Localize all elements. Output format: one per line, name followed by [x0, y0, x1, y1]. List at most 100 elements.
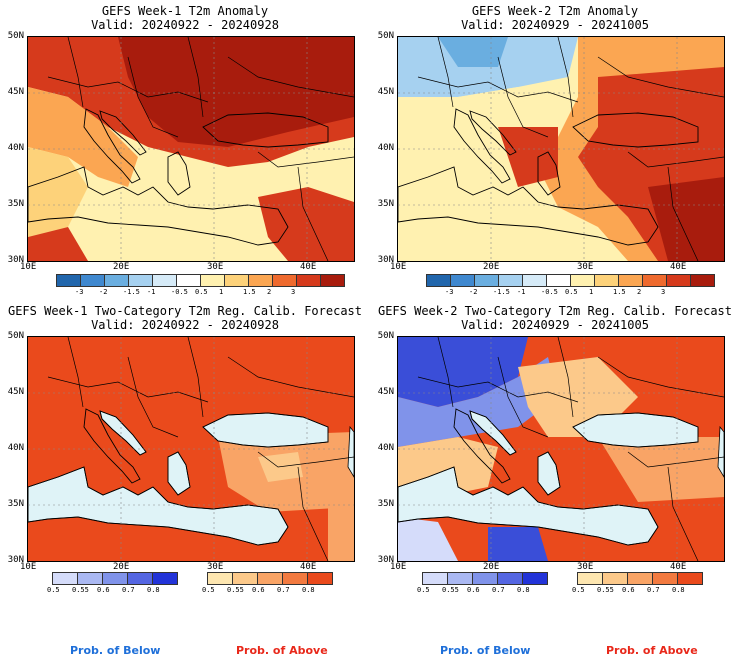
- lon-label: 40E: [670, 262, 687, 272]
- anomaly-region: [28, 147, 88, 237]
- colorbar-tick-label: 2: [267, 288, 272, 296]
- lat-label: 50N: [7, 31, 24, 41]
- colorbar-swatch: [690, 274, 715, 287]
- anomaly-region: [258, 187, 354, 261]
- border-line: [417, 376, 579, 403]
- colorbar-tick-label: 0.5: [47, 586, 60, 594]
- colorbar-swatch: [248, 274, 272, 287]
- probability-region: [398, 517, 458, 561]
- panel-subtitle: Valid: 20240922 - 20240928: [91, 318, 279, 332]
- prob-above-label: Prob. of Above: [236, 644, 328, 657]
- probability-region: [328, 487, 354, 561]
- lon-label: 30E: [577, 262, 594, 272]
- colorbar-swatch: [627, 572, 652, 585]
- lon-label: 40E: [300, 562, 317, 572]
- anomaly-map[interactable]: [397, 36, 725, 262]
- colorbar-swatch: [577, 572, 602, 585]
- coastline: [28, 466, 289, 546]
- probability-map[interactable]: [397, 336, 725, 562]
- colorbar-tick-label: 0.7: [122, 586, 135, 594]
- lat-label: 30N: [7, 555, 24, 565]
- colorbar-tick-label: 0.6: [97, 586, 110, 594]
- border-line: [47, 76, 209, 103]
- border-line: [127, 356, 179, 438]
- colorbar-swatch: [546, 274, 570, 287]
- colorbar-tick-label: 0.7: [277, 586, 290, 594]
- lon-label: 20E: [113, 262, 130, 272]
- colorbar-swatch: [52, 572, 77, 585]
- lat-label: 40N: [377, 443, 394, 453]
- colorbar-tick-label: -1: [147, 288, 156, 296]
- colorbar-swatch: [127, 572, 152, 585]
- border-line: [667, 166, 699, 261]
- panel-subtitle: Valid: 20240929 - 20241005: [461, 318, 649, 332]
- anomaly-colorbar: [56, 274, 345, 287]
- panel-week1-probability: GEFS Week-1 Two-Category T2m Reg. Calib.…: [0, 300, 370, 600]
- map-canvas: [398, 37, 724, 261]
- colorbar-swatch: [450, 274, 474, 287]
- colorbar-tick-label: 1.5: [243, 288, 256, 296]
- colorbar-swatch: [232, 572, 257, 585]
- coastline: [99, 410, 147, 456]
- coastline: [537, 451, 561, 496]
- anomaly-colorbar: [426, 274, 715, 287]
- colorbar-swatch: [200, 274, 224, 287]
- border-line: [597, 356, 724, 398]
- prob-below-label: Prob. of Below: [440, 644, 531, 657]
- below-colorbar: [422, 572, 548, 585]
- coastline: [453, 108, 511, 184]
- border-line: [67, 37, 84, 108]
- colorbar-tick-label: -2: [99, 288, 108, 296]
- border-line: [67, 337, 84, 408]
- colorbar-swatch: [666, 274, 690, 287]
- colorbar-swatch: [652, 572, 677, 585]
- probability-region: [488, 527, 548, 561]
- colorbar-tick-label: 0.5: [565, 288, 578, 296]
- colorbar-tick-label: 0.7: [647, 586, 660, 594]
- colorbar-swatch: [272, 274, 296, 287]
- coastline: [469, 410, 517, 456]
- colorbar-swatch: [307, 572, 333, 585]
- colorbar-swatch: [602, 572, 627, 585]
- colorbar-swatch: [207, 572, 232, 585]
- colorbar-swatch: [570, 274, 594, 287]
- lat-label: 30N: [377, 255, 394, 265]
- lat-label: 45N: [377, 87, 394, 97]
- border-line: [557, 337, 574, 418]
- border-line: [437, 337, 454, 408]
- lon-label: 20E: [483, 262, 500, 272]
- above-colorbar: [207, 572, 333, 585]
- colorbar-tick-label: 0.5: [195, 288, 208, 296]
- anomaly-region: [398, 87, 538, 217]
- colorbar-swatch: [152, 572, 178, 585]
- colorbar-tick-label: -3: [75, 288, 84, 296]
- coastline: [537, 151, 561, 196]
- panel-week2-probability: GEFS Week-2 Two-Category T2m Reg. Calib.…: [370, 300, 740, 600]
- colorbar-tick-label: -0.5: [171, 288, 188, 296]
- panel-week2-anomaly: GEFS Week-2 T2m Anomaly Valid: 20240929 …: [370, 0, 740, 296]
- coastline: [167, 451, 191, 496]
- sea-area: [347, 425, 354, 478]
- coastline: [28, 166, 289, 246]
- colorbar-tick-label: 0.8: [302, 586, 315, 594]
- border-line: [627, 451, 724, 468]
- border-line: [597, 56, 724, 98]
- border-line: [127, 56, 179, 138]
- colorbar-swatch: [320, 274, 345, 287]
- colorbar-tick-label: 0.6: [622, 586, 635, 594]
- colorbar-tick-label: -1: [517, 288, 526, 296]
- lat-label: 35N: [377, 199, 394, 209]
- anomaly-map[interactable]: [27, 36, 355, 262]
- lon-label: 30E: [207, 262, 224, 272]
- sea-area: [717, 425, 724, 478]
- coastline: [99, 110, 147, 156]
- lon-label: 30E: [577, 562, 594, 572]
- probability-region: [398, 337, 528, 407]
- lat-label: 30N: [377, 555, 394, 565]
- probability-map[interactable]: [27, 336, 355, 562]
- colorbar-tick-label: 0.55: [72, 586, 89, 594]
- lat-label: 40N: [7, 143, 24, 153]
- colorbar-swatch: [77, 572, 102, 585]
- colorbar-tick-label: 0.55: [597, 586, 614, 594]
- lat-label: 35N: [7, 499, 24, 509]
